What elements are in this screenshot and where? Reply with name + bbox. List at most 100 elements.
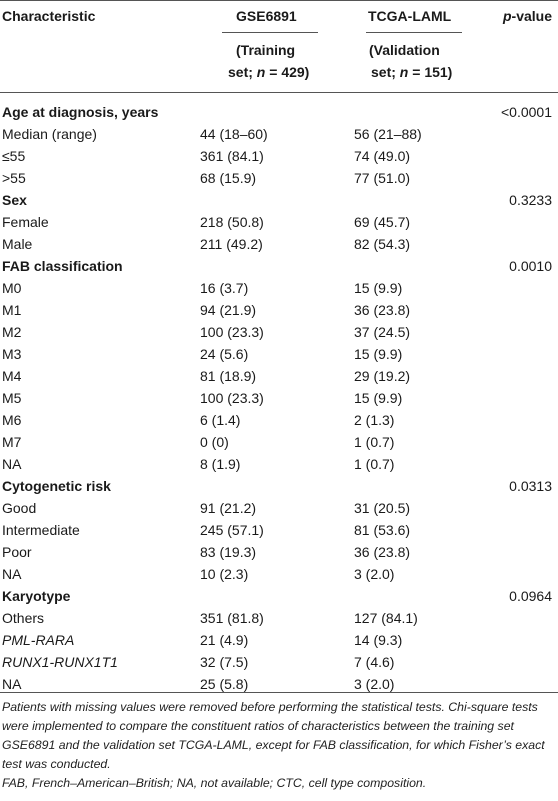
tcga-laml-value: 77 (51.0): [354, 170, 411, 186]
table-footnote: Patients with missing values were remove…: [2, 698, 554, 793]
table-row: M7 0 (0) 1 (0.7): [0, 431, 558, 453]
table-section-row: FAB classification 0.0010: [0, 255, 558, 277]
gse6891-value: 91 (21.2): [200, 500, 257, 516]
tcga-laml-value: 7 (4.6): [354, 654, 395, 670]
table-row: Poor 83 (19.3) 36 (23.8): [0, 541, 558, 563]
gse6891-value: 0 (0): [200, 434, 229, 450]
gse6891-value: 10 (2.3): [200, 566, 249, 582]
tcga-laml-value: 69 (45.7): [354, 214, 411, 230]
gse6891-value: 68 (15.9): [200, 170, 257, 186]
table-row: Male 211 (49.2) 82 (54.3): [0, 233, 558, 255]
row-label: NA: [2, 566, 22, 582]
row-label: M7: [2, 434, 22, 450]
header-characteristic: Characteristic: [2, 8, 96, 24]
table-row: NA 10 (2.3) 3 (2.0): [0, 563, 558, 585]
tcga-laml-value: 36 (23.8): [354, 302, 411, 318]
p-value: 0.0010: [509, 258, 552, 274]
row-label: NA: [2, 456, 22, 472]
tcga-laml-value: 74 (49.0): [354, 148, 411, 164]
tcga-laml-value: 82 (54.3): [354, 236, 411, 252]
row-label: Others: [2, 610, 45, 626]
table-row: M3 24 (5.6) 15 (9.9): [0, 343, 558, 365]
section-label: Cytogenetic risk: [2, 478, 111, 494]
section-label: Karyotype: [2, 588, 71, 604]
gse6891-value: 94 (21.9): [200, 302, 257, 318]
footnote-abbreviations: FAB, French–American–British; NA, not av…: [2, 776, 427, 790]
gse6891-value: 21 (4.9): [200, 632, 249, 648]
row-label: Intermediate: [2, 522, 80, 538]
header-tcga-sub1: (Validation: [369, 42, 440, 58]
tcga-laml-value: 15 (9.9): [354, 280, 403, 296]
p-value: 0.0964: [509, 588, 552, 604]
p-value: 0.3233: [509, 192, 552, 208]
table-row: RUNX1-RUNX1T1 32 (7.5) 7 (4.6): [0, 651, 558, 673]
gse6891-value: 6 (1.4): [200, 412, 241, 428]
header-gse6891-underline: [222, 32, 318, 33]
gse6891-value: 44 (18–60): [200, 126, 268, 142]
tcga-laml-value: 3 (2.0): [354, 676, 395, 692]
row-label: ≤55: [2, 148, 26, 164]
section-label: FAB classification: [2, 258, 123, 274]
tcga-laml-value: 29 (19.2): [354, 368, 411, 384]
table-section-row: Age at diagnosis, years <0.0001: [0, 101, 558, 123]
section-label: Sex: [2, 192, 27, 208]
tcga-laml-value: 1 (0.7): [354, 434, 395, 450]
row-label: PML-RARA: [2, 632, 75, 648]
table-section-row: Karyotype 0.0964: [0, 585, 558, 607]
table-row: M6 6 (1.4) 2 (1.3): [0, 409, 558, 431]
row-label: M3: [2, 346, 22, 362]
tcga-laml-value: 14 (9.3): [354, 632, 403, 648]
tcga-laml-value: 36 (23.8): [354, 544, 411, 560]
row-label: Median (range): [2, 126, 97, 142]
tcga-laml-value: 127 (84.1): [354, 610, 418, 626]
row-label: Female: [2, 214, 49, 230]
footnote-methods: Patients with missing values were remove…: [2, 700, 545, 771]
gse6891-value: 83 (19.3): [200, 544, 257, 560]
table-row: Others 351 (81.8) 127 (84.1): [0, 607, 558, 629]
tcga-laml-value: 3 (2.0): [354, 566, 395, 582]
header-tcga-sub2: set; n = 151): [371, 64, 453, 80]
gse6891-value: 8 (1.9): [200, 456, 241, 472]
row-label: M0: [2, 280, 22, 296]
row-label: M2: [2, 324, 22, 340]
table-row: M2 100 (23.3) 37 (24.5): [0, 321, 558, 343]
tcga-laml-value: 15 (9.9): [354, 390, 403, 406]
section-label: Age at diagnosis, years: [2, 104, 159, 120]
table-row: >55 68 (15.9) 77 (51.0): [0, 167, 558, 189]
table-row: Intermediate 245 (57.1) 81 (53.6): [0, 519, 558, 541]
row-label: Good: [2, 500, 37, 516]
table-row: M5 100 (23.3) 15 (9.9): [0, 387, 558, 409]
gse6891-value: 81 (18.9): [200, 368, 257, 384]
header-tcga-laml: TCGA-LAML: [368, 8, 452, 24]
row-label: M6: [2, 412, 22, 428]
gse6891-value: 211 (49.2): [200, 236, 263, 252]
p-value: 0.0313: [509, 478, 552, 494]
row-label: Male: [2, 236, 33, 252]
tcga-laml-value: 1 (0.7): [354, 456, 395, 472]
tcga-laml-value: 56 (21–88): [354, 126, 422, 142]
gse6891-value: 100 (23.3): [200, 390, 264, 406]
table-section-row: Sex 0.3233: [0, 189, 558, 211]
header-pvalue: p-value: [502, 8, 552, 24]
p-value: <0.0001: [501, 104, 552, 120]
row-label: NA: [2, 676, 22, 692]
header-gse6891-sub1: (Training: [236, 42, 296, 58]
header-bottom-rule: [0, 92, 558, 93]
table-row: PML-RARA 21 (4.9) 14 (9.3): [0, 629, 558, 651]
table-section-row: Cytogenetic risk 0.0313: [0, 475, 558, 497]
row-label: >55: [2, 170, 26, 186]
row-label: RUNX1-RUNX1T1: [2, 654, 118, 670]
table-top-rule: [0, 0, 558, 1]
gse6891-value: 351 (81.8): [200, 610, 264, 626]
header-gse6891-sub2: set; n = 429): [228, 64, 310, 80]
table-row: M1 94 (21.9) 36 (23.8): [0, 299, 558, 321]
table-row: NA 25 (5.8) 3 (2.0): [0, 673, 558, 695]
gse6891-value: 32 (7.5): [200, 654, 249, 670]
table-row: Female 218 (50.8) 69 (45.7): [0, 211, 558, 233]
gse6891-value: 218 (50.8): [200, 214, 264, 230]
table-row: Median (range) 44 (18–60) 56 (21–88): [0, 123, 558, 145]
table-row: NA 8 (1.9) 1 (0.7): [0, 453, 558, 475]
gse6891-value: 100 (23.3): [200, 324, 264, 340]
table-row: M0 16 (3.7) 15 (9.9): [0, 277, 558, 299]
table-row: Good 91 (21.2) 31 (20.5): [0, 497, 558, 519]
